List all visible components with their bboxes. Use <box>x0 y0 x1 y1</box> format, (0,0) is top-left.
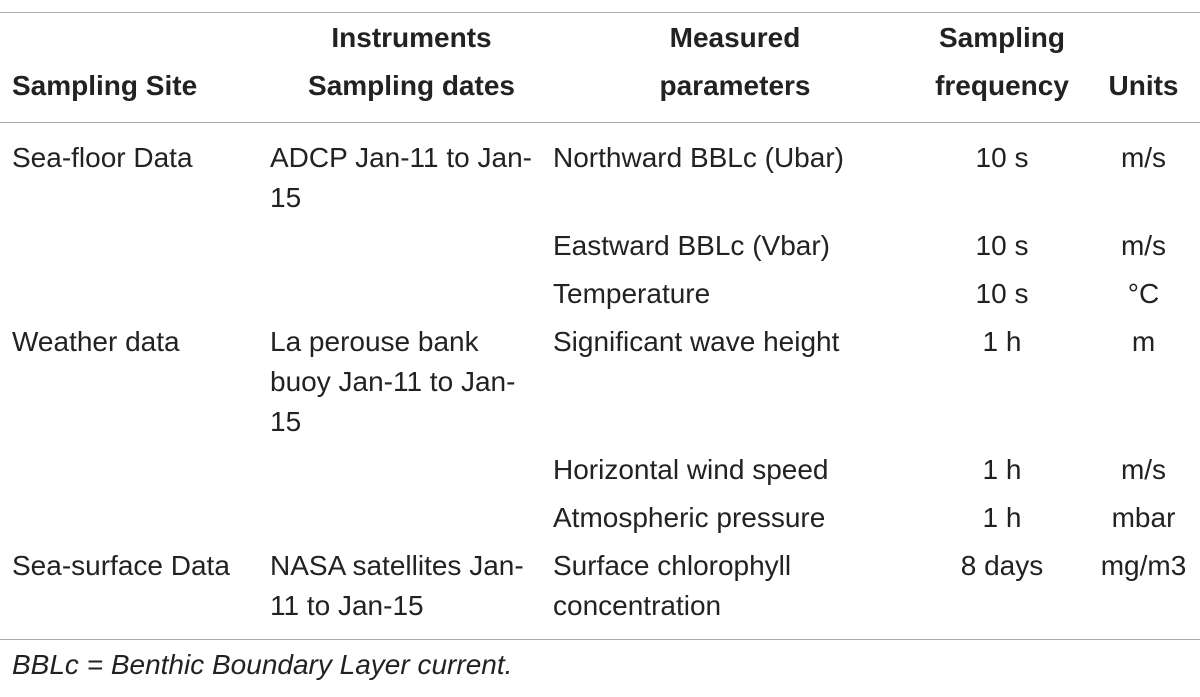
table-cell <box>0 222 270 270</box>
table-cell <box>270 494 553 542</box>
table-cell: Atmospheric pressure <box>553 502 826 533</box>
table-cell: Sea-floor Data <box>12 142 193 173</box>
table-body: Sea-floor Data ADCP Jan-11 to Jan-15 North… <box>0 123 1200 640</box>
table-cell: 1 h <box>982 454 1022 485</box>
table-cell <box>270 222 553 270</box>
table-row: Temperature 10 s °C <box>0 270 1200 318</box>
table: Sampling Site Instruments Sampling dates Me… <box>0 12 1200 640</box>
table-cell: 1 h <box>982 326 1022 357</box>
table-cell: m/s <box>1120 454 1167 485</box>
table-row: Atmospheric pressure 1 h mbar <box>0 494 1200 542</box>
header-cell: Sampling Site <box>0 13 270 123</box>
table-cell <box>0 446 270 494</box>
header-cell: Units <box>1087 13 1200 123</box>
header-cell: Sampling frequency <box>917 13 1087 123</box>
table-cell: 1 h <box>982 502 1022 533</box>
footnote: BBLc = Benthic Boundary Layer current. <box>12 649 513 680</box>
table-cell <box>270 446 553 494</box>
table-cell: 10 s <box>975 230 1029 261</box>
table-cell: Northward BBLc (Ubar) <box>553 142 844 173</box>
table-cell: mbar <box>1111 502 1176 533</box>
table-cell: Significant wave height <box>553 326 840 357</box>
table-cell: m <box>1131 326 1156 357</box>
header-line: Measured <box>669 22 801 53</box>
table-cell: NASA satellites Jan-11 to Jan-15 <box>270 550 524 621</box>
table-cell <box>0 494 270 542</box>
header-cell: Instruments Sampling dates <box>270 13 553 123</box>
table-row: Eastward BBLc (Vbar) 10 s m/s <box>0 222 1200 270</box>
header-line: Sampling <box>938 22 1065 53</box>
table-cell: Temperature <box>553 278 711 309</box>
table-cell: La perouse bank buoy Jan-11 to Jan-15 <box>270 326 516 437</box>
table-cell: ADCP Jan-11 to Jan-15 <box>270 142 532 213</box>
table-cell: 8 days <box>960 550 1044 581</box>
table-cell: °C <box>1127 278 1160 309</box>
table-cell: m/s <box>1120 230 1167 261</box>
table-row: Sea-floor Data ADCP Jan-11 to Jan-15 North… <box>0 123 1200 223</box>
header-line: parameters <box>659 70 811 101</box>
header-row: Sampling Site Instruments Sampling dates Me… <box>0 12 1200 123</box>
table-wrap: Sampling Site Instruments Sampling dates Me… <box>0 12 1200 640</box>
table-cell: mg/m3 <box>1100 550 1187 581</box>
table-cell: Surface chlorophyll concentration <box>553 550 792 621</box>
table-row: Horizontal wind speed 1 h m/s <box>0 446 1200 494</box>
table-cell: m/s <box>1120 142 1167 173</box>
table-cell: 10 s <box>975 278 1029 309</box>
table-cell: Weather data <box>12 326 180 357</box>
table-cell: Eastward BBLc (Vbar) <box>553 230 830 261</box>
header-line: frequency <box>935 70 1069 101</box>
header-line: Units <box>1108 70 1179 101</box>
table-row: Sea-surface Data NASA satellites Jan-11 t… <box>0 542 1200 640</box>
table-header: Sampling Site Instruments Sampling dates Me… <box>0 12 1200 123</box>
header-line: Instruments <box>331 22 492 53</box>
header-line: Sampling Site <box>12 70 198 101</box>
table-cell <box>0 270 270 318</box>
table-cell: Horizontal wind speed <box>553 454 829 485</box>
table-cell: Sea-surface Data <box>12 550 230 581</box>
header-cell: Measured parameters <box>553 13 917 123</box>
table-row: Weather data La perouse bank buoy Jan-11 … <box>0 318 1200 446</box>
table-cell <box>270 270 553 318</box>
table-cell: 10 s <box>975 142 1029 173</box>
header-line: Sampling dates <box>308 70 515 101</box>
